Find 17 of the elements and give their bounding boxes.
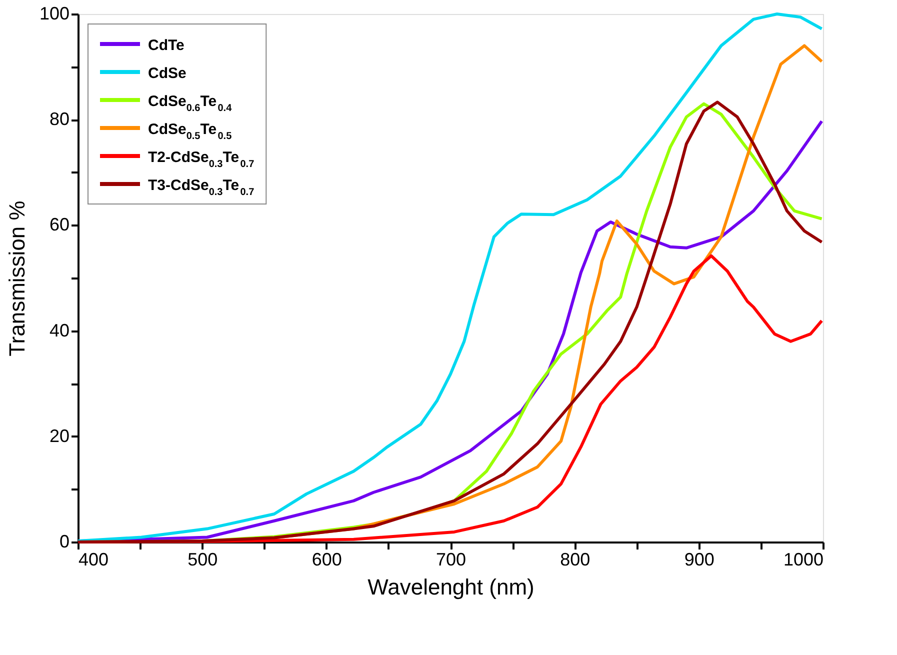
x-tick-label: 600 — [312, 550, 342, 570]
x-tick-label: 900 — [684, 550, 714, 570]
y-tick-label: 100 — [39, 4, 70, 24]
x-tick-label: 800 — [560, 550, 590, 570]
y-axis-title: Transmission % — [4, 200, 30, 356]
y-tick-label: 60 — [49, 214, 70, 235]
y-tick-label: 0 — [59, 532, 70, 552]
legend-label: CdSe — [148, 65, 186, 82]
legend-label: CdTe — [148, 37, 184, 54]
y-tick-label: 80 — [49, 109, 70, 130]
x-axis-title: Wavelenght (nm) — [368, 574, 534, 600]
y-tick-label: 40 — [49, 320, 70, 340]
x-tick-label: 1000 — [783, 550, 824, 570]
x-tick-label: 700 — [436, 550, 466, 570]
x-tick-label: 500 — [188, 550, 218, 570]
y-tick-label: 20 — [49, 426, 70, 446]
x-tick-label: 400 — [78, 550, 109, 570]
